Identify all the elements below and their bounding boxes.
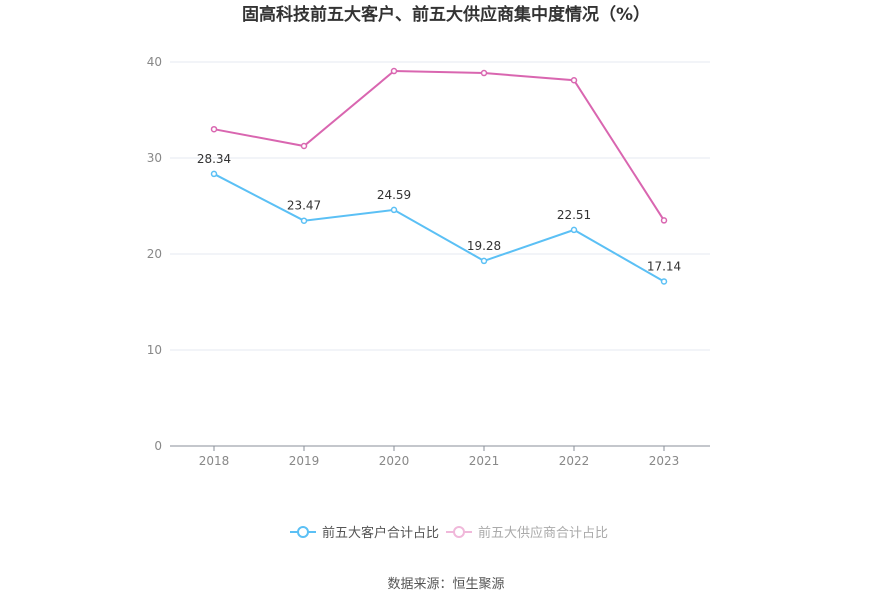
data-label: 19.28 <box>467 239 501 253</box>
data-label: 24.59 <box>377 188 411 202</box>
legend-marker-icon <box>297 526 309 538</box>
x-tick-label: 2023 <box>649 454 680 468</box>
series-line <box>213 173 665 283</box>
data-point[interactable] <box>390 67 398 75</box>
chart-title: 固高科技前五大客户、前五大供应商集中度情况（%） <box>242 4 650 25</box>
legend-item[interactable]: 前五大客户合计占比 <box>290 525 439 541</box>
y-tick-label: 10 <box>147 343 162 357</box>
legend-item[interactable]: 前五大供应商合计占比 <box>446 525 608 541</box>
data-label: 22.51 <box>557 208 591 222</box>
data-point[interactable] <box>660 217 668 224</box>
y-tick-label: 40 <box>147 55 162 69</box>
legend-label: 前五大供应商合计占比 <box>478 525 608 541</box>
data-point[interactable] <box>210 125 218 133</box>
legend-marker-icon <box>453 526 465 538</box>
x-tick-label: 2022 <box>559 454 590 468</box>
data-label: 23.47 <box>287 199 321 213</box>
x-tick-label: 2021 <box>469 454 500 468</box>
data-point[interactable] <box>660 278 668 285</box>
data-point[interactable] <box>480 69 488 77</box>
data-label: 28.34 <box>197 152 231 166</box>
x-tick-label: 2020 <box>379 454 410 468</box>
series-line <box>213 70 665 221</box>
y-tick-label: 30 <box>147 151 162 165</box>
data-point[interactable] <box>390 206 398 214</box>
data-label: 17.14 <box>647 259 681 273</box>
x-tick-label: 2019 <box>289 454 320 468</box>
source-note: 数据来源：恒生聚源 <box>387 577 504 592</box>
data-point[interactable] <box>210 170 218 178</box>
data-point[interactable] <box>570 226 578 234</box>
y-tick-label: 0 <box>154 439 162 453</box>
data-point[interactable] <box>480 257 488 265</box>
x-tick-label: 2018 <box>199 454 230 468</box>
data-point[interactable] <box>570 76 578 84</box>
legend-label: 前五大客户合计占比 <box>322 525 439 541</box>
y-tick-label: 20 <box>147 247 162 261</box>
data-point[interactable] <box>300 142 308 150</box>
data-point[interactable] <box>300 217 308 224</box>
